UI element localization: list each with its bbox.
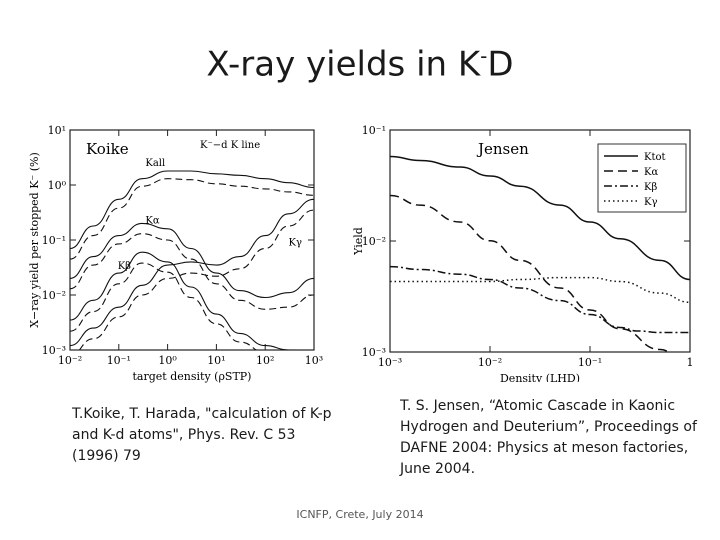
x-tick-label: 10⁻³ <box>378 356 402 369</box>
y-tick-label: 10⁻¹ <box>42 234 66 247</box>
legend-label: Kα <box>644 167 658 178</box>
series-annotation: Kα <box>145 215 159 226</box>
y-tick-label: 10⁻² <box>42 289 66 302</box>
series-line-0 <box>390 155 690 281</box>
series-annotation: Kβ <box>118 261 131 272</box>
legend-label: Ktot <box>644 152 666 163</box>
caption-jensen: T. S. Jensen, “Atomic Cascade in Kaonic … <box>400 398 697 477</box>
x-axis-label: target density (ρSTP) <box>133 370 252 383</box>
y-tick-label: 10⁻¹ <box>362 124 386 137</box>
x-tick-label: 10⁻² <box>58 354 82 367</box>
koike-chart: 10⁻² 10⁻¹ 10⁰ 10¹ 10² 10³10¹10⁰10⁻¹10⁻²10⁻³ta… <box>28 124 323 383</box>
x-tick-label: 10³ <box>305 354 323 367</box>
legend-label: Kβ <box>644 182 657 193</box>
series-line-1 <box>70 178 314 260</box>
y-tick-label: 10⁻³ <box>42 344 66 357</box>
y-axis-label: Yield <box>352 227 365 256</box>
y-axis-label: X−ray yield per stopped K⁻ (%) <box>28 152 41 328</box>
series-line-3 <box>390 276 690 304</box>
series-line-4 <box>70 251 298 350</box>
slide-title: X-ray yields in K-D <box>206 44 514 85</box>
series-line-3 <box>70 233 314 310</box>
y-tick-label: 10⁻³ <box>362 346 386 359</box>
chart-title: Koike <box>86 140 129 158</box>
series-line-1 <box>390 194 670 352</box>
legend-label: Kγ <box>644 197 657 208</box>
series-line-6 <box>70 198 314 347</box>
chart-subtitle: K⁻−d K line <box>200 140 260 151</box>
series-annotation: Kall <box>145 158 165 169</box>
footer: ICNFP, Crete, July 2014 <box>296 508 424 521</box>
legend-box <box>597 143 687 213</box>
series-line-5 <box>70 262 258 350</box>
x-axis-label: Density (LHD) <box>500 372 580 382</box>
y-tick-label: 10⁰ <box>48 179 67 192</box>
x-tick-label: 10⁻² <box>478 356 502 369</box>
jensen-chart: 10⁻³ 10⁻² 10⁻¹ 1 10⁻¹ 10⁻² 10⁻³ Density (LHD) Yi… <box>352 124 694 382</box>
series-line-7 <box>78 209 314 350</box>
chart-title: Jensen <box>476 140 529 158</box>
x-tick-label: 10² <box>256 354 274 367</box>
x-tick-label: 10⁻¹ <box>578 356 602 369</box>
x-tick-label: 10⁰ <box>158 354 177 367</box>
x-tick-label: 1 <box>687 356 694 369</box>
x-tick-label: 10¹ <box>207 354 225 367</box>
series-annotation: Kγ <box>288 237 301 248</box>
caption-koike: T.Koike, T. Harada, "calculation of K-p … <box>72 406 332 464</box>
y-tick-label: 10¹ <box>48 124 66 137</box>
series-line-2 <box>390 265 690 334</box>
series-line-0 <box>70 170 314 250</box>
x-tick-label: 10⁻¹ <box>107 354 131 367</box>
series-line-2 <box>70 222 314 299</box>
y-tick-label: 10⁻² <box>362 235 386 248</box>
